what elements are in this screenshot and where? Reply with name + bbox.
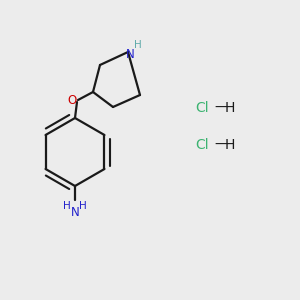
Text: O: O (68, 94, 76, 106)
Text: N: N (70, 206, 80, 219)
Text: Cl: Cl (195, 138, 208, 152)
Text: —: — (214, 101, 228, 115)
Text: H: H (225, 101, 236, 115)
Text: H: H (134, 40, 142, 50)
Text: H: H (225, 138, 236, 152)
Text: H: H (79, 201, 87, 211)
Text: Cl: Cl (195, 101, 208, 115)
Text: H: H (63, 201, 71, 211)
Text: N: N (126, 47, 134, 61)
Text: —: — (214, 138, 228, 152)
